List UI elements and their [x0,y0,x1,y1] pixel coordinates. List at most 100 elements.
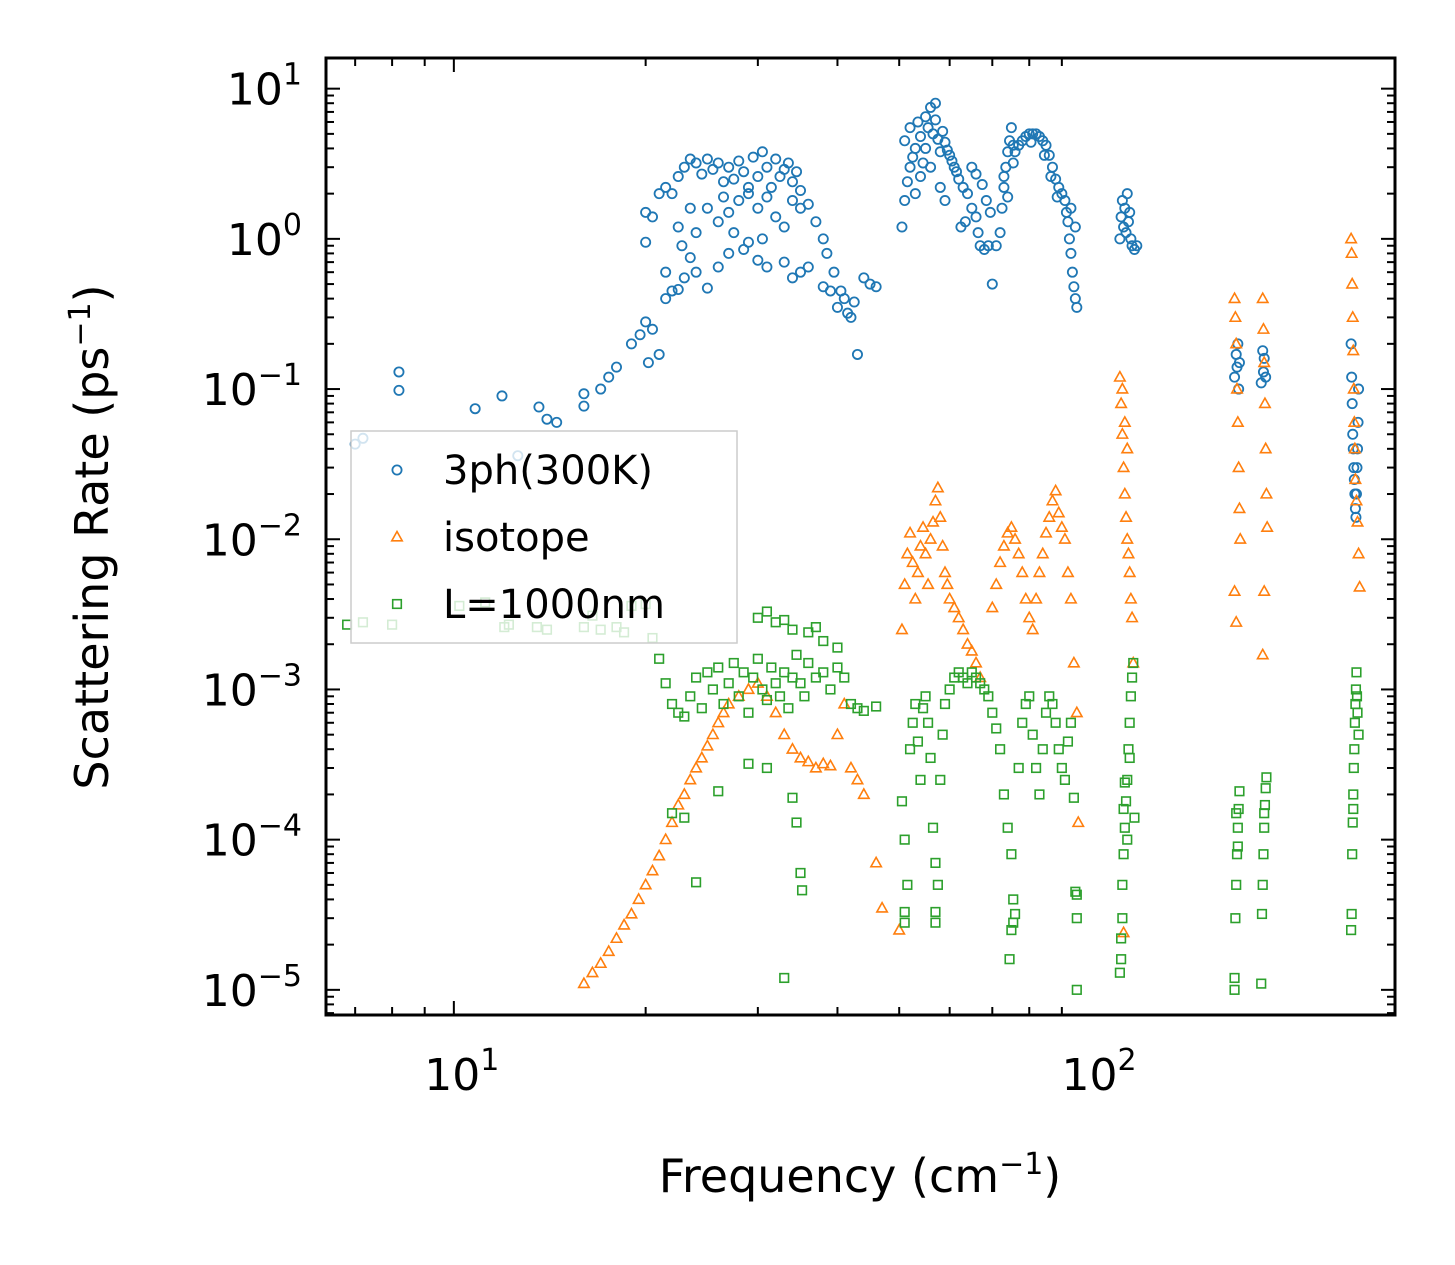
data-point [938,565,952,578]
data-point [666,188,678,200]
data-point [1056,762,1067,774]
data-point [914,171,926,183]
data-point [857,787,871,800]
data-point [970,211,982,223]
data-point [785,742,800,754]
data-point [908,591,922,604]
y-axis-title: Scattering Rate (ps−1) [63,284,119,789]
data-point [930,917,941,928]
data-point [832,642,843,653]
data-point [1347,817,1358,828]
data-point [793,750,808,763]
data-point [1129,812,1140,823]
data-point [1071,984,1082,995]
data-point [679,812,690,823]
data-point [1062,736,1074,747]
data-point [774,691,786,702]
data-point [1065,202,1077,214]
data-point [1002,191,1014,203]
data-point [733,691,744,702]
data-point [752,612,763,623]
data-point [943,591,957,604]
data-point [922,717,934,728]
data-point [962,188,974,200]
data-point [646,323,658,335]
data-point [923,532,938,544]
data-point [810,216,822,228]
data-point [778,256,790,268]
data-point [609,931,624,944]
data-point [1260,371,1272,383]
data-point [1115,427,1129,439]
data-point [757,684,768,695]
data-point [756,146,768,158]
data-point [1005,122,1017,134]
data-point [795,202,807,214]
data-point [640,236,652,248]
x-tick-label: 102 [1061,1043,1136,1101]
data-point [712,216,724,228]
data-point [1030,762,1042,774]
data-point [1346,398,1358,410]
data-point [691,877,702,888]
data-point [722,696,736,709]
data-point [660,181,672,193]
data-point [937,125,949,137]
data-point [936,538,950,551]
data-point [1043,149,1055,161]
data-point [810,672,821,683]
data-point [1042,510,1056,522]
data-point [1119,510,1133,522]
data-point [933,510,947,522]
data-point [1347,428,1359,440]
data-point [929,114,941,126]
data-point [1260,520,1274,533]
data-point [679,711,690,722]
data-point [634,329,646,341]
data-point [1227,584,1242,596]
data-point [1071,889,1082,900]
data-point [683,772,697,785]
data-point [469,403,481,415]
data-point [713,662,724,673]
data-point [838,293,850,305]
data-point [1231,415,1245,428]
data-point [962,678,973,689]
data-point [1349,717,1360,728]
legend: 3ph(300K) isotope L=1000nm [350,430,738,644]
data-point [823,758,838,771]
data-point [1059,774,1071,785]
data-point [870,281,882,293]
data-point [728,657,739,669]
x-axis-title: Frequency (cm−1) [659,1147,1062,1203]
data-point [1114,233,1126,245]
data-point [935,774,946,785]
data-point [912,736,924,747]
data-point [756,233,768,245]
data-point [1347,415,1361,428]
data-point [795,867,806,879]
data-point [1115,381,1129,394]
data-point [716,705,731,718]
data-point [998,171,1010,183]
data-point [1040,139,1052,151]
data-point [920,111,932,123]
data-point [602,944,616,957]
data-point [953,173,965,185]
data-point [1032,565,1047,578]
y-tick-label: 100 [227,208,302,266]
data-point [817,233,829,245]
data-point [1070,705,1084,718]
data-point [990,240,1002,252]
data-point [930,857,941,869]
data-point [1232,501,1247,514]
data-point [796,885,808,896]
data-point [803,657,814,669]
data-point [752,254,764,266]
data-point [1008,917,1019,928]
data-point [1119,822,1130,833]
data-point [761,161,773,173]
data-point [1231,879,1242,890]
data-point [577,976,591,989]
data-point [747,151,759,163]
